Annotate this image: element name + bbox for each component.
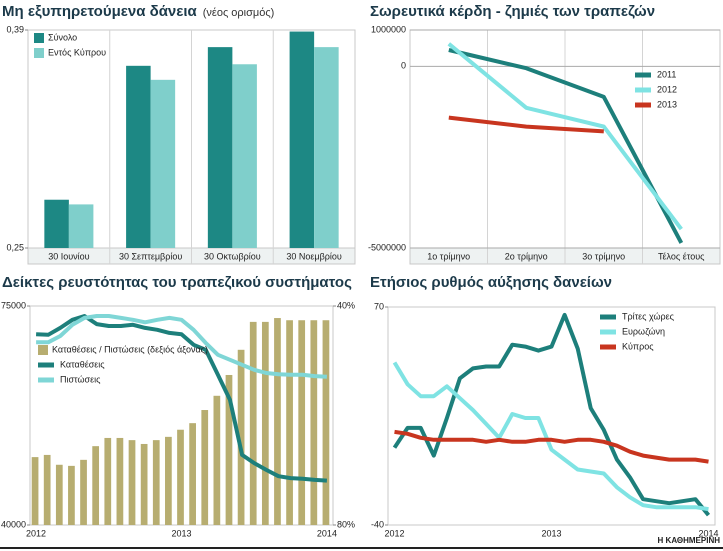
- x-tick-label: 2014: [698, 528, 718, 538]
- legend-label: 2013: [657, 99, 677, 109]
- x-tick-label: 30 Σεπτεμβρίου: [119, 251, 182, 261]
- y-tick-label: 75000: [1, 300, 26, 310]
- bar: [261, 321, 269, 525]
- chart-title: Σωρευτικά κέρδη - ζημιές των τραπεζών: [370, 3, 655, 20]
- x-tick-label: 30 Οκτωβρίου: [204, 251, 261, 261]
- bar: [55, 464, 63, 525]
- bar: [177, 429, 184, 525]
- bar: [165, 436, 172, 525]
- y2-tick-label: 80%: [337, 519, 355, 529]
- line: [448, 115, 604, 134]
- legend-label: 2012: [657, 84, 677, 94]
- y-tick-label: 1000000: [371, 24, 406, 34]
- y-tick-label: 40000: [1, 519, 26, 529]
- bar: [43, 454, 51, 525]
- legend-label: Ευρωζώνη: [622, 326, 665, 336]
- bar: [213, 395, 221, 525]
- x-tick-label: 2012: [385, 528, 405, 538]
- source: Η ΚΑΘΗΜΕΡΙΝΗ: [658, 536, 721, 545]
- chart-title: Δείκτες ρευστότητας του τραπεζικού συστή…: [2, 274, 352, 291]
- legend-swatch: [34, 33, 44, 43]
- x-tick-label: 2013: [541, 528, 561, 538]
- bar: [92, 446, 100, 525]
- bar: [237, 349, 245, 525]
- y-tick-label: 0: [401, 61, 406, 71]
- y-tick-label: 0,39: [6, 24, 24, 34]
- line: [392, 312, 711, 517]
- x-tick-label: 3ο τρίμηνο: [582, 251, 625, 261]
- legend-label: Κύπρος: [622, 341, 654, 351]
- chart-subtitle: (νέος ορισμός): [203, 7, 275, 19]
- bar: [104, 437, 112, 525]
- legend-swatch: [34, 48, 44, 58]
- bar: [310, 320, 318, 525]
- bar: [44, 199, 69, 248]
- bar: [249, 321, 257, 525]
- legend-label: Καταθέσεις / Πιστώσεις (δεξιός άξονας): [52, 344, 208, 354]
- plot-frame: [387, 306, 716, 526]
- x-tick-label: Τέλος έτους: [658, 251, 705, 261]
- bar: [31, 457, 39, 525]
- bar: [232, 64, 257, 248]
- x-tick-label: 1ο τρίμηνο: [427, 251, 470, 261]
- bar: [225, 374, 233, 525]
- bar: [201, 410, 209, 525]
- bar: [140, 443, 148, 525]
- bar: [298, 320, 306, 525]
- y-tick-label: 0,25: [6, 242, 24, 252]
- y-tick-label: -40: [371, 519, 384, 529]
- line: [394, 429, 709, 464]
- line: [36, 314, 327, 379]
- bar: [152, 440, 160, 525]
- legend-label: Σύνολο: [48, 32, 77, 42]
- x-tick-label: 2012: [26, 528, 46, 538]
- bar: [128, 440, 136, 525]
- bar: [68, 204, 94, 248]
- legend-label: 2011: [657, 69, 676, 79]
- bar: [189, 423, 196, 525]
- y-tick-label: -5000000: [368, 242, 406, 252]
- bar: [80, 459, 87, 525]
- bar: [322, 320, 330, 525]
- x-tick-label: 30 Ιουνίου: [48, 251, 89, 261]
- chart-title: Ετήσιος ρυθμός αύξησης δανείων: [370, 274, 612, 291]
- x-tick-label: 2013: [171, 528, 191, 538]
- legend-label: Τρίτες χώρες: [622, 311, 675, 321]
- line: [448, 48, 684, 244]
- y-tick-label: 70: [374, 301, 384, 311]
- x-tick-label: 2014: [317, 528, 337, 538]
- bar: [207, 47, 233, 248]
- bar: [289, 31, 315, 248]
- bar: [150, 79, 176, 248]
- legend-swatch: [38, 345, 48, 355]
- bar: [274, 318, 281, 525]
- legend-label: Πιστώσεις: [60, 374, 101, 384]
- x-tick-label: 30 Νοεμβρίου: [286, 251, 342, 261]
- bar: [68, 465, 75, 525]
- x-tick-label: 2ο τρίμηνο: [505, 251, 548, 261]
- line: [447, 42, 683, 231]
- legend-label: Καταθέσεις: [60, 359, 105, 369]
- bar: [286, 320, 293, 525]
- chart-title: Μη εξυπηρετούμενα δάνεια: [2, 3, 198, 20]
- line: [392, 361, 709, 512]
- y2-tick-label: 40%: [337, 300, 355, 310]
- bar: [126, 65, 151, 248]
- legend-label: Εντός Κύπρου: [48, 47, 106, 57]
- bar: [116, 437, 124, 525]
- bar: [314, 47, 339, 248]
